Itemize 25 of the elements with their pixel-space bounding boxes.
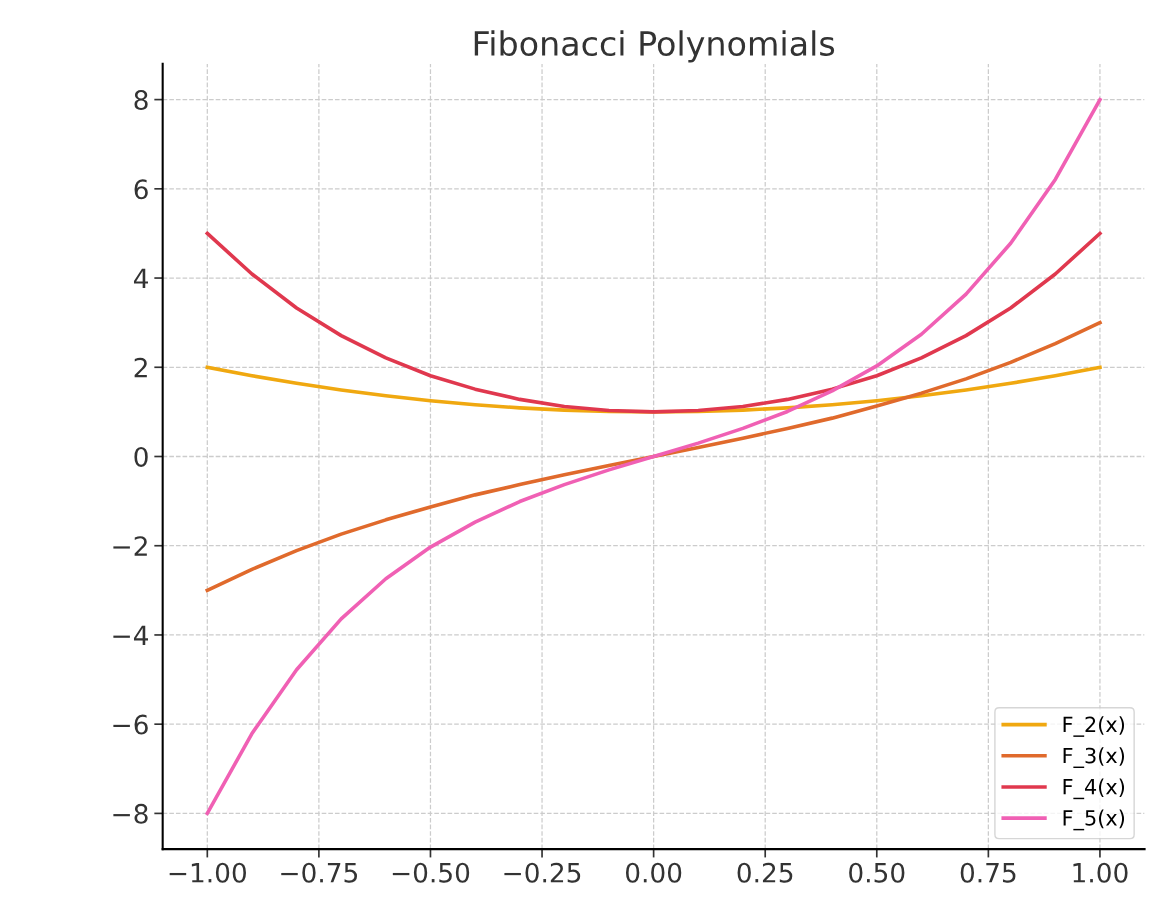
y-tick-label: −4 (113, 625, 148, 645)
y-tick-label: 0 (134, 446, 148, 467)
y-tick-label: 8 (134, 90, 148, 110)
line-series (205, 320, 1102, 593)
x-tick-label: −1.00 (169, 862, 246, 883)
x-tick-label: −0.50 (392, 862, 470, 883)
line-series (205, 231, 1102, 414)
x-tick-label: 0.25 (737, 862, 793, 883)
y-tick-label: −8 (113, 803, 148, 824)
x-tick-label: −0.25 (504, 862, 581, 883)
legend-label: F_3(x) (1063, 747, 1125, 769)
x-tick-label: 0.00 (625, 862, 682, 883)
x-tick-label: 0.50 (849, 862, 905, 883)
legend-label: F_2(x) (1063, 716, 1125, 737)
x-tick-label: 0.75 (960, 862, 1016, 883)
y-tick-label: −2 (113, 536, 147, 556)
y-tick-label: 2 (134, 357, 147, 378)
chart-title: Fibonacci Polynomials (474, 30, 835, 63)
legend-label: F_5(x) (1063, 809, 1125, 831)
x-tick-label: −0.75 (281, 862, 358, 883)
y-tick-label: 6 (134, 179, 148, 200)
legend-label: F_4(x) (1063, 778, 1125, 800)
x-tick-label: 1.00 (1073, 862, 1128, 883)
y-tick-label: 4 (133, 268, 149, 289)
y-tick-label: −6 (113, 714, 148, 735)
